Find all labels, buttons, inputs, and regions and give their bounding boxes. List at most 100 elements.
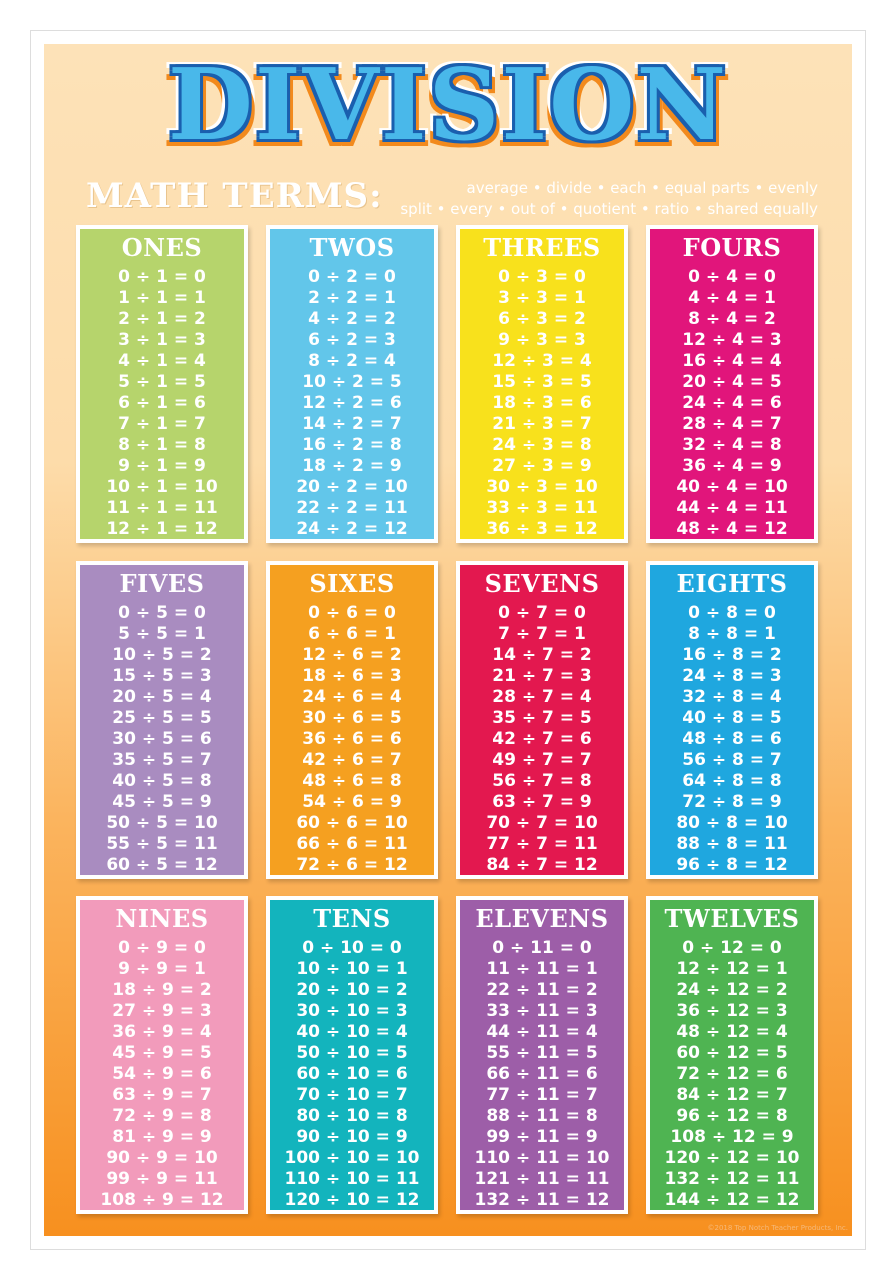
equation: 35 ÷ 5 = 7 — [112, 750, 212, 770]
equation: 60 ÷ 12 = 5 — [676, 1043, 788, 1063]
equation: 12 ÷ 6 = 2 — [302, 645, 402, 665]
equation: 66 ÷ 11 = 6 — [486, 1064, 598, 1084]
equation: 96 ÷ 12 = 8 — [676, 1106, 788, 1126]
equation: 120 ÷ 12 = 10 — [664, 1148, 800, 1168]
equation: 77 ÷ 7 = 11 — [486, 834, 598, 854]
equation: 54 ÷ 9 = 6 — [112, 1064, 212, 1084]
equation: 120 ÷ 10 = 12 — [284, 1190, 420, 1210]
equation: 33 ÷ 11 = 3 — [486, 1001, 598, 1021]
equation: 99 ÷ 9 = 11 — [106, 1169, 218, 1189]
equation: 40 ÷ 5 = 8 — [112, 771, 212, 791]
equation: 64 ÷ 8 = 8 — [682, 771, 782, 791]
table-card-heading: NINES — [115, 904, 209, 933]
equation: 81 ÷ 9 = 9 — [112, 1127, 212, 1147]
equation: 55 ÷ 5 = 11 — [106, 834, 218, 854]
equation: 88 ÷ 11 = 8 — [486, 1106, 598, 1126]
table-card-heading: ONES — [121, 233, 203, 262]
equation: 5 ÷ 5 = 1 — [118, 624, 206, 644]
equation: 14 ÷ 7 = 2 — [492, 645, 592, 665]
equation: 22 ÷ 11 = 2 — [486, 980, 598, 1000]
equation: 110 ÷ 11 = 10 — [474, 1148, 610, 1168]
equation: 45 ÷ 5 = 9 — [112, 792, 212, 812]
table-card-heading: FIVES — [119, 569, 205, 598]
equation: 14 ÷ 2 = 7 — [302, 414, 402, 434]
equation: 110 ÷ 10 = 11 — [284, 1169, 420, 1189]
table-card-heading: SIXES — [309, 569, 395, 598]
equation: 9 ÷ 1 = 9 — [118, 456, 206, 476]
equation: 11 ÷ 1 = 11 — [106, 498, 218, 518]
equation: 90 ÷ 9 = 10 — [106, 1148, 218, 1168]
equation: 7 ÷ 7 = 1 — [498, 624, 586, 644]
equation: 35 ÷ 7 = 5 — [492, 708, 592, 728]
equation: 24 ÷ 3 = 8 — [492, 435, 592, 455]
equation: 48 ÷ 12 = 4 — [676, 1022, 788, 1042]
equation: 6 ÷ 2 = 3 — [308, 330, 396, 350]
equation: 70 ÷ 10 = 7 — [296, 1085, 408, 1105]
equation: 80 ÷ 10 = 8 — [296, 1106, 408, 1126]
equation: 48 ÷ 8 = 6 — [682, 729, 782, 749]
equation: 8 ÷ 1 = 8 — [118, 435, 206, 455]
equation: 20 ÷ 4 = 5 — [682, 372, 782, 392]
equation: 30 ÷ 6 = 5 — [302, 708, 402, 728]
table-card-heading: SEVENS — [484, 569, 600, 598]
equation: 18 ÷ 9 = 2 — [112, 980, 212, 1000]
equation: 90 ÷ 10 = 9 — [296, 1127, 408, 1147]
equation: 1 ÷ 1 = 1 — [118, 288, 206, 308]
poster-frame — [30, 30, 866, 1250]
equation: 63 ÷ 9 = 7 — [112, 1085, 212, 1105]
equation: 49 ÷ 7 = 7 — [492, 750, 592, 770]
copyright: ©2018 Top Notch Teacher Products, Inc. — [707, 1224, 848, 1232]
equation: 0 ÷ 2 = 0 — [308, 267, 396, 287]
equation: 2 ÷ 1 = 2 — [118, 309, 206, 329]
equation: 24 ÷ 4 = 6 — [682, 393, 782, 413]
equation: 42 ÷ 7 = 6 — [492, 729, 592, 749]
equation: 20 ÷ 2 = 10 — [296, 477, 408, 497]
equation: 16 ÷ 2 = 8 — [302, 435, 402, 455]
equation: 22 ÷ 2 = 11 — [296, 498, 408, 518]
equation: 10 ÷ 10 = 1 — [296, 959, 408, 979]
equation: 18 ÷ 2 = 9 — [302, 456, 402, 476]
table-card-heading: TENS — [313, 904, 391, 933]
equation: 0 ÷ 5 = 0 — [118, 603, 206, 623]
equation: 10 ÷ 5 = 2 — [112, 645, 212, 665]
equation: 60 ÷ 10 = 6 — [296, 1064, 408, 1084]
equation: 20 ÷ 10 = 2 — [296, 980, 408, 1000]
equation: 28 ÷ 7 = 4 — [492, 687, 592, 707]
equation: 0 ÷ 9 = 0 — [118, 938, 206, 958]
equation: 6 ÷ 1 = 6 — [118, 393, 206, 413]
table-card-heading: TWOS — [309, 233, 395, 262]
equation: 12 ÷ 12 = 1 — [676, 959, 788, 979]
equation: 60 ÷ 6 = 10 — [296, 813, 408, 833]
equation: 6 ÷ 3 = 2 — [498, 309, 586, 329]
equation: 40 ÷ 4 = 10 — [676, 477, 788, 497]
equation: 3 ÷ 1 = 3 — [118, 330, 206, 350]
equation: 36 ÷ 9 = 4 — [112, 1022, 212, 1042]
equation: 10 ÷ 2 = 5 — [302, 372, 402, 392]
equation: 84 ÷ 12 = 7 — [676, 1085, 788, 1105]
equation: 100 ÷ 10 = 10 — [284, 1148, 420, 1168]
equation: 0 ÷ 11 = 0 — [492, 938, 592, 958]
equation: 84 ÷ 7 = 12 — [486, 855, 598, 875]
equation: 10 ÷ 1 = 10 — [106, 477, 218, 497]
table-card-heading: ELEVENS — [475, 904, 609, 933]
equation: 63 ÷ 7 = 9 — [492, 792, 592, 812]
equation: 36 ÷ 4 = 9 — [682, 456, 782, 476]
equation: 9 ÷ 9 = 1 — [118, 959, 206, 979]
equation: 0 ÷ 10 = 0 — [302, 938, 402, 958]
equation: 0 ÷ 4 = 0 — [688, 267, 776, 287]
equation: 9 ÷ 3 = 3 — [498, 330, 586, 350]
equation: 12 ÷ 1 = 12 — [106, 519, 218, 539]
equation: 66 ÷ 6 = 11 — [296, 834, 408, 854]
equation: 132 ÷ 12 = 11 — [664, 1169, 800, 1189]
equation: 32 ÷ 8 = 4 — [682, 687, 782, 707]
equation: 15 ÷ 3 = 5 — [492, 372, 592, 392]
equation: 24 ÷ 6 = 4 — [302, 687, 402, 707]
equation: 16 ÷ 4 = 4 — [682, 351, 782, 371]
equation: 50 ÷ 10 = 5 — [296, 1043, 408, 1063]
